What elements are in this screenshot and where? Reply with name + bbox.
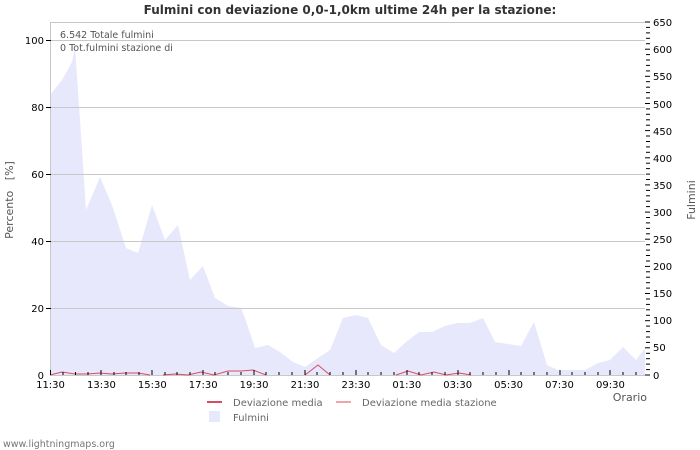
x-tick-label: 15:30	[138, 380, 167, 391]
x-tick-label: 01:30	[392, 380, 421, 391]
svg-text:350: 350	[653, 181, 672, 192]
svg-text:40: 40	[31, 237, 44, 248]
x-tick-label: 17:30	[189, 380, 218, 391]
plot-area	[46, 21, 650, 376]
left-y-tick-labels: 100 80 60 40 20 0	[25, 36, 44, 382]
svg-text:150: 150	[653, 289, 672, 300]
chart-title: Fulmini con deviazione 0,0-1,0km ultime …	[144, 3, 557, 17]
svg-text:0: 0	[653, 371, 659, 382]
x-axis-label: Orario	[613, 391, 648, 404]
right-y-ticks	[645, 21, 650, 376]
deviazione-media-line	[304, 364, 331, 376]
x-tick-label: 13:30	[87, 380, 116, 391]
legend-label-fulmini: Fulmini	[233, 413, 269, 424]
grid-lines	[50, 22, 645, 309]
svg-text:650: 650	[653, 18, 672, 29]
svg-text:100: 100	[25, 36, 44, 47]
x-ticks	[50, 370, 637, 375]
svg-text:200: 200	[653, 262, 672, 273]
legend: Deviazione media Deviazione media stazio…	[207, 398, 497, 424]
x-tick-label: 03:30	[443, 380, 472, 391]
svg-text:450: 450	[653, 127, 672, 138]
right-y-tick-labels: 650 600 550 500 450 400 350 300 250 200 …	[653, 18, 672, 382]
deviazione-media-line	[395, 370, 472, 376]
left-axis-label: Percento [%]	[3, 161, 16, 239]
svg-text:500: 500	[653, 100, 672, 111]
svg-text:400: 400	[653, 154, 672, 165]
x-tick-label: 07:30	[545, 380, 574, 391]
x-tick-label: 05:30	[494, 380, 523, 391]
svg-text:100: 100	[653, 316, 672, 327]
x-tick-label: 23:30	[341, 380, 370, 391]
svg-text:20: 20	[31, 304, 44, 315]
svg-text:60: 60	[31, 170, 44, 181]
right-axis-label: Fulmini	[685, 180, 698, 220]
x-tick-label: 21:30	[291, 380, 320, 391]
x-tick-label: 11:30	[36, 380, 65, 391]
svg-text:550: 550	[653, 72, 672, 83]
left-y-ticks	[46, 40, 51, 309]
legend-swatch-fulmini	[209, 411, 220, 422]
legend-label-deviazione-media: Deviazione media	[233, 398, 323, 409]
footer-watermark: www.lightningmaps.org	[3, 439, 115, 450]
svg-text:50: 50	[653, 343, 666, 354]
x-tick-label: 09:30	[596, 380, 625, 391]
legend-label-deviazione-media-stazione: Deviazione media stazione	[362, 398, 497, 409]
station-lightning-text: 0 Tot.fulmini stazione di	[60, 43, 173, 54]
svg-text:0: 0	[38, 371, 44, 382]
svg-text:600: 600	[653, 45, 672, 56]
deviazione-media-line	[49, 371, 151, 376]
svg-text:300: 300	[653, 208, 672, 219]
fulmini-area	[50, 47, 645, 375]
total-lightning-text: 6.542 Totale fulmini	[60, 30, 154, 41]
x-tick-labels: 11:30 13:30 15:30 17:30 19:30 21:30 23:30 01:30…	[36, 380, 625, 391]
svg-text:80: 80	[31, 103, 44, 114]
svg-text:250: 250	[653, 235, 672, 246]
x-tick-label: 19:30	[240, 380, 269, 391]
deviazione-media-line	[162, 369, 267, 376]
